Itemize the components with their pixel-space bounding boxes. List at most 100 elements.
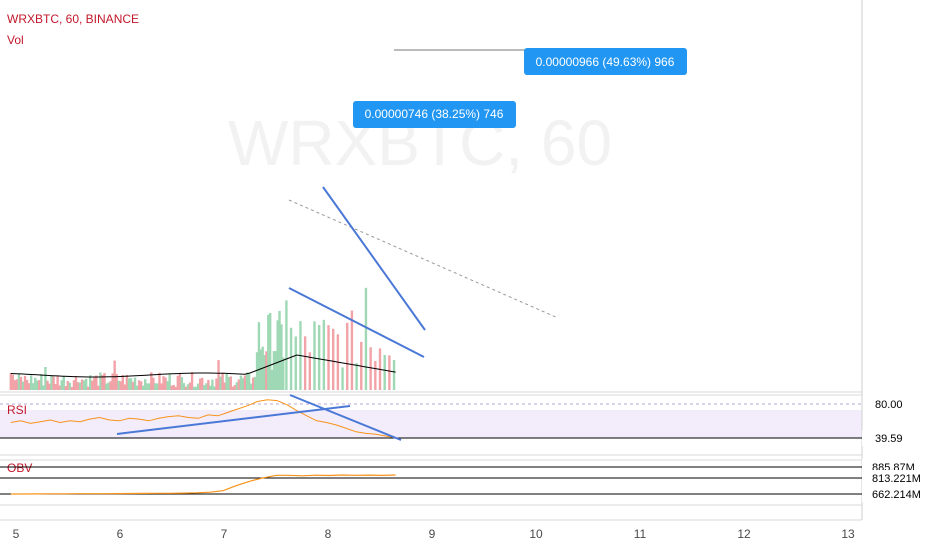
volume-bar: [245, 372, 249, 390]
volume-bar: [317, 324, 321, 390]
volume-bar: [40, 374, 43, 390]
volume-bar: [25, 380, 29, 390]
obv-axis-label: 662.214M: [872, 489, 921, 501]
volume-bar: [178, 373, 182, 390]
obv-axis-label: 813.221M: [872, 473, 921, 485]
volume-bar: [32, 383, 35, 390]
volume-bar: [95, 375, 98, 390]
volume-bar: [176, 375, 180, 390]
volume-bar: [146, 383, 149, 390]
volume-bar: [235, 382, 239, 390]
volume-bar: [213, 386, 216, 390]
volume-bar: [168, 374, 171, 390]
volume-bar: [254, 376, 257, 390]
volume-bar: [308, 352, 311, 390]
measure-label-2: 0.00000966 (49.63%) 966: [536, 55, 675, 69]
volume-bar: [74, 376, 78, 390]
volume-bar: [374, 361, 377, 390]
rsi-trendline-1: [116, 405, 351, 435]
obv-tag: [862, 486, 932, 502]
volume-bar: [66, 381, 70, 390]
volume-bar: [50, 375, 53, 390]
x-axis-tick-label: 12: [737, 527, 751, 541]
volume-bar: [72, 380, 76, 390]
volume-bar: [76, 382, 80, 390]
x-axis-tick-label: 6: [117, 527, 124, 541]
volume-bar: [237, 379, 241, 390]
volume-bar: [327, 325, 330, 390]
volume-bar: [54, 383, 57, 390]
volume-bar: [223, 382, 226, 390]
volume-bar: [201, 377, 204, 390]
volume-bar: [199, 378, 202, 390]
volume-bar: [21, 381, 25, 390]
volume-bar: [119, 381, 122, 390]
wedge-lower-trendline: [288, 287, 425, 358]
volume-bar: [17, 373, 21, 390]
volume-bar: [229, 376, 232, 390]
volume-bar: [259, 349, 263, 390]
volume-bar: [196, 383, 200, 390]
volume-bar: [34, 377, 37, 390]
volume-bar: [192, 386, 196, 390]
volume-bar: [164, 377, 167, 390]
volume-bar: [205, 383, 208, 390]
volume-bar: [313, 321, 316, 390]
volume-bar: [58, 385, 61, 390]
volume-bar: [82, 380, 86, 390]
volume-bar: [125, 375, 129, 390]
volume-bar: [44, 367, 47, 390]
volume-bar: [68, 382, 72, 390]
volume-bar: [23, 375, 27, 390]
volume-bar: [294, 336, 297, 390]
volume-bar: [263, 355, 266, 390]
measure-label-1: 0.00000746 (38.25%) 746: [365, 107, 504, 121]
volume-bar: [86, 386, 90, 390]
volume-bar: [268, 313, 272, 390]
volume-bar: [46, 380, 49, 390]
volume-bar: [70, 386, 74, 390]
rsi-tag: [862, 430, 932, 446]
volume-bar: [276, 320, 279, 390]
volume-bar: [150, 372, 153, 390]
volume-bar: [15, 379, 19, 390]
volume-bar: [93, 376, 96, 390]
volume-bar: [355, 363, 358, 390]
volume-bar: [19, 376, 23, 390]
volume-bar: [152, 377, 155, 390]
volume-bar: [62, 375, 65, 390]
volume-bar: [156, 383, 159, 390]
volume-bar: [80, 379, 84, 390]
volume-bar: [243, 375, 247, 390]
obv-title: OBV: [7, 461, 32, 475]
volume-bar: [186, 384, 190, 390]
rsi-axis-label: 39.59: [875, 433, 903, 445]
volume-bar: [350, 310, 354, 390]
volume-bar: [209, 385, 212, 390]
obv-tag: [862, 470, 932, 486]
volume-bar: [241, 378, 245, 390]
volume-bar: [131, 381, 135, 390]
volume-bar: [166, 381, 169, 390]
volume-bar: [221, 372, 224, 390]
obv-line: [10, 474, 396, 495]
volume-bar: [135, 385, 139, 390]
volume-bar: [322, 319, 326, 390]
volume-bar: [383, 354, 386, 390]
volume-bar: [182, 383, 186, 390]
volume-bar: [274, 351, 277, 390]
volume-bar: [154, 383, 157, 390]
volume-bar: [38, 380, 41, 390]
volume-bar: [117, 380, 120, 390]
volume-bar: [278, 310, 281, 390]
volume-bar: [184, 386, 188, 390]
x-axis-tick-label: 11: [634, 527, 647, 541]
volume-bar: [170, 385, 173, 390]
volume-bar: [141, 385, 145, 390]
volume-bar: [42, 385, 45, 390]
volume-bar: [188, 382, 192, 390]
measure-box-2: [524, 48, 687, 75]
volume-bar: [282, 357, 285, 390]
